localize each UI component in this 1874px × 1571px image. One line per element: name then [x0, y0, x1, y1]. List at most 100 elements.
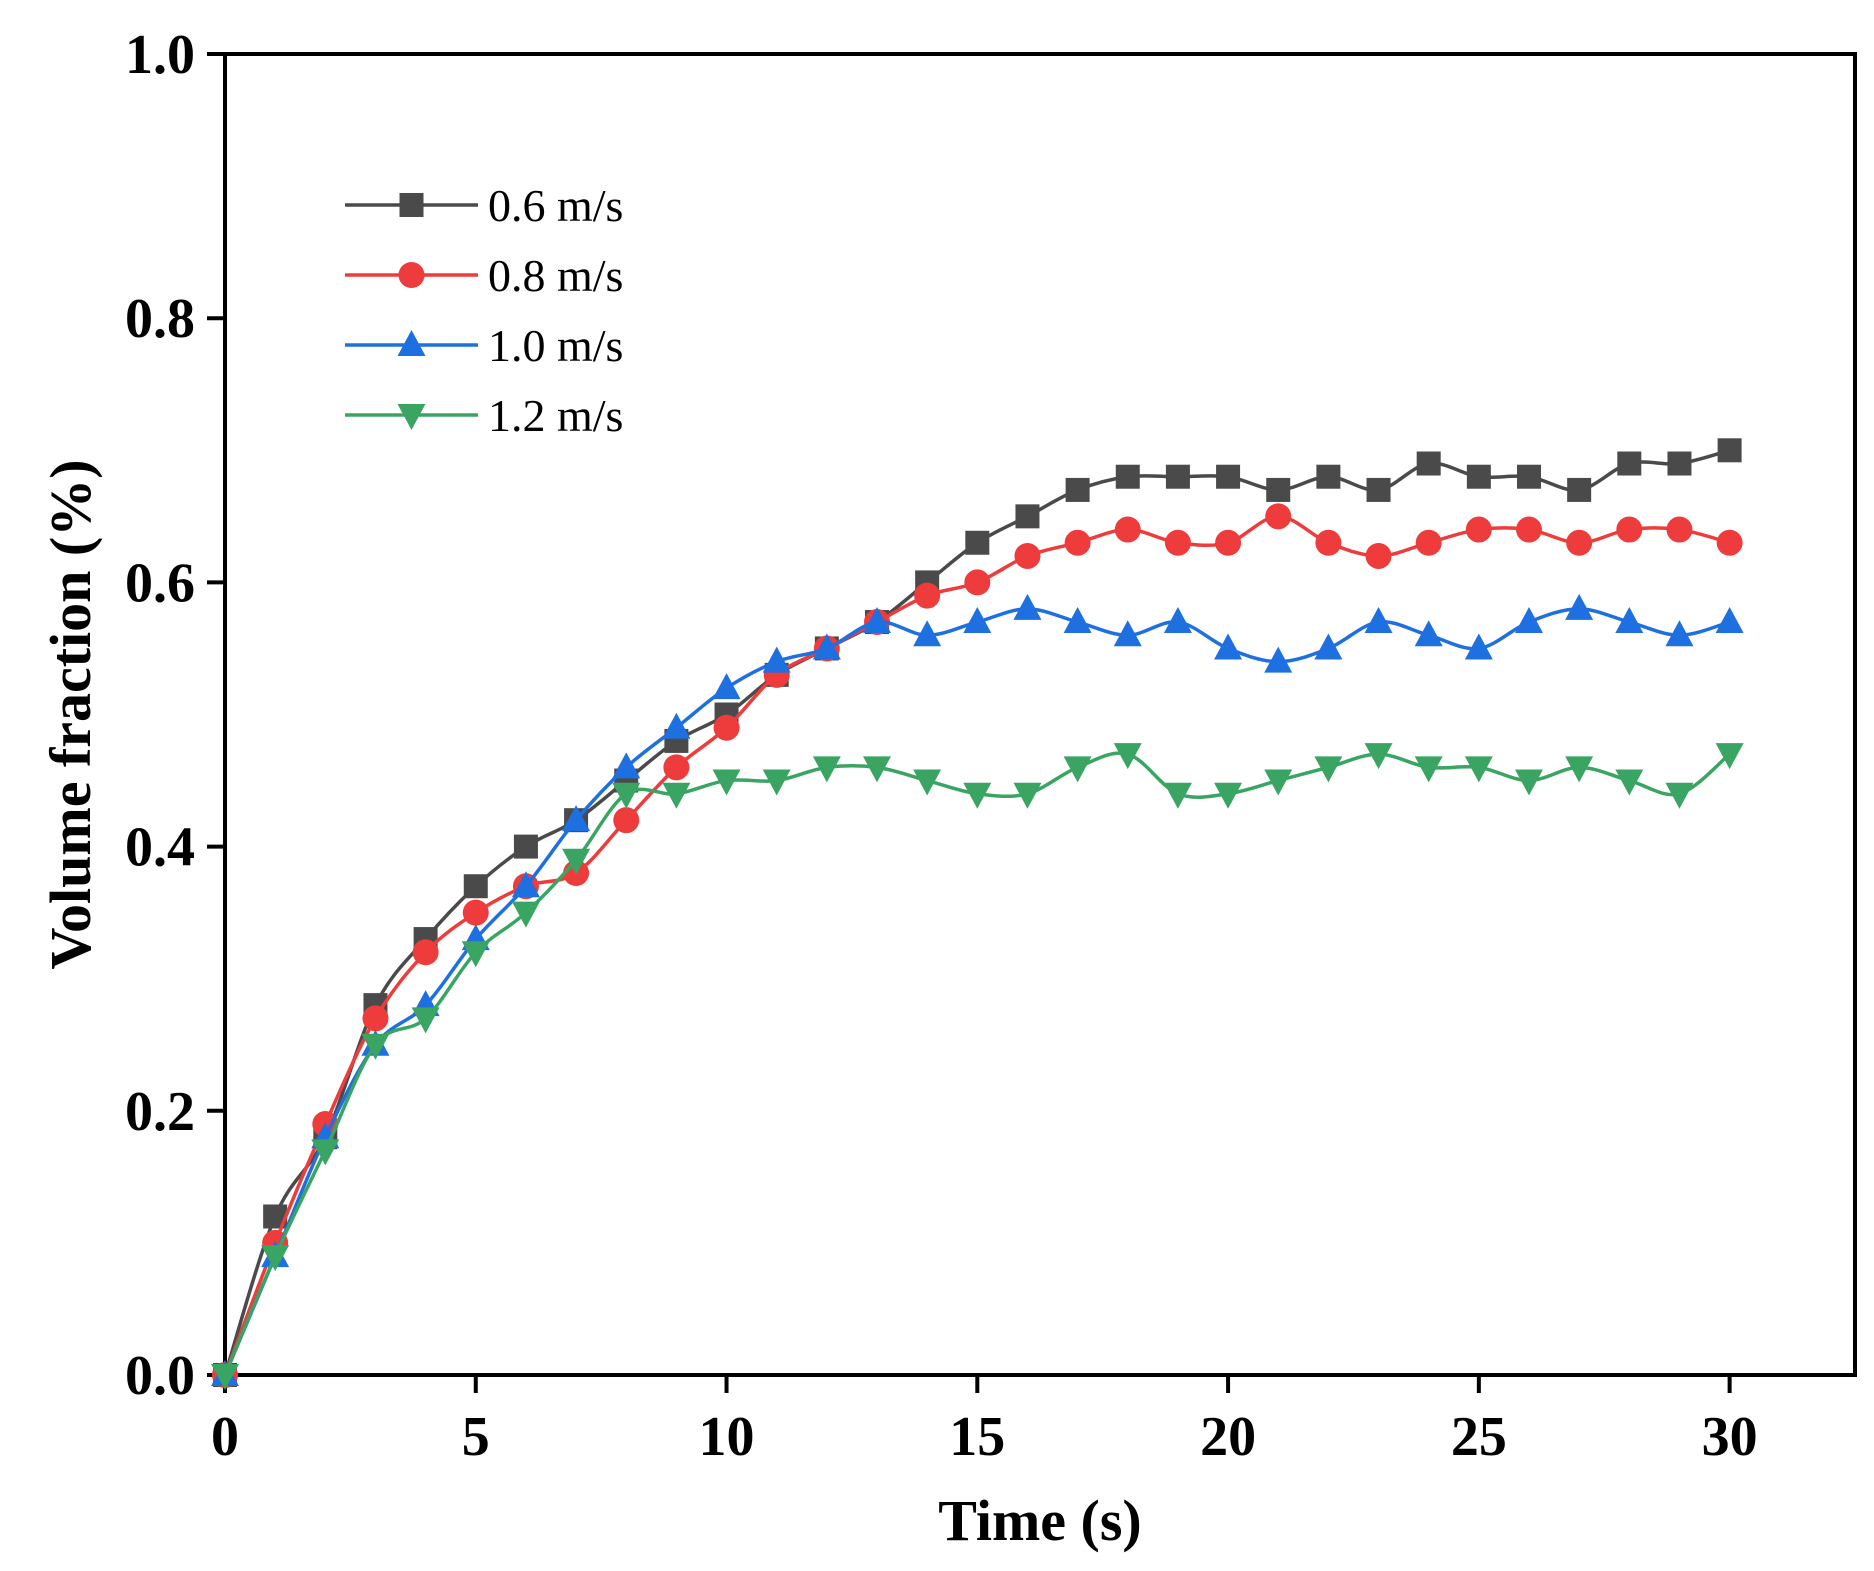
data-point	[1165, 464, 1190, 489]
series-0-8-m-s-group	[212, 503, 1743, 1388]
data-point	[1015, 504, 1040, 529]
data-point	[461, 941, 490, 968]
data-point	[1464, 756, 1493, 783]
data-point	[1163, 607, 1192, 634]
data-point	[1464, 633, 1493, 660]
data-point	[1615, 769, 1644, 796]
data-point	[1415, 529, 1442, 556]
axes: 0 5 10 15 20 25 30 0.0 0.2 0.4 0.6 0.8 1.0	[125, 24, 1857, 1468]
data-point	[1214, 633, 1243, 660]
data-point	[1314, 756, 1343, 783]
legend-label: 1.2 m/s	[488, 390, 623, 441]
legend-entry: 1.0 m/s	[345, 320, 623, 371]
series-line	[223, 514, 1731, 1376]
data-point	[1515, 607, 1543, 634]
data-point	[612, 782, 641, 809]
legend-marker	[397, 330, 426, 356]
data-point	[1617, 451, 1642, 476]
data-point	[1065, 477, 1090, 502]
data-point	[914, 582, 941, 609]
data-point	[1616, 516, 1643, 543]
data-point	[812, 756, 841, 783]
data-point	[513, 834, 538, 859]
data-point	[1364, 607, 1393, 634]
data-point	[1666, 516, 1693, 543]
plot-series	[211, 438, 1744, 1390]
data-point	[1416, 451, 1441, 476]
legend: 0.6 m/s 0.8 m/s 1.0 m/s 1.2 m/s	[345, 180, 623, 441]
data-point	[511, 901, 540, 928]
data-point	[1266, 477, 1291, 502]
legend-marker	[397, 404, 426, 430]
data-point	[762, 769, 791, 796]
data-point	[863, 756, 891, 783]
data-point	[1013, 782, 1042, 809]
data-point	[1113, 620, 1142, 647]
data-point	[1515, 769, 1543, 796]
data-point	[662, 712, 691, 739]
y-tick-label: 0.6	[125, 552, 195, 614]
legend-label: 1.0 m/s	[488, 320, 623, 371]
data-point	[463, 874, 488, 899]
data-point	[1063, 756, 1092, 783]
data-point	[1215, 529, 1242, 556]
data-point	[662, 782, 691, 809]
series-1-0-m-s-group	[211, 593, 1744, 1386]
data-point	[1164, 529, 1191, 556]
data-point	[964, 569, 991, 596]
data-point	[1465, 516, 1492, 543]
x-tick-label: 5	[462, 1406, 490, 1468]
data-point	[462, 899, 489, 926]
data-point	[412, 939, 439, 966]
data-point	[1315, 529, 1342, 556]
legend-marker	[398, 262, 425, 288]
data-point	[1715, 743, 1744, 770]
data-point	[1414, 756, 1443, 783]
data-point	[1214, 782, 1243, 809]
data-point	[1466, 464, 1491, 489]
y-tick-label: 0.4	[125, 817, 195, 879]
data-point	[1716, 529, 1743, 556]
data-point	[1216, 464, 1241, 489]
plot-frame	[223, 52, 1857, 1377]
x-tick-label: 20	[1200, 1406, 1256, 1468]
data-point	[411, 1007, 440, 1034]
data-point	[1567, 477, 1592, 502]
data-point	[713, 714, 740, 741]
legend-entry: 0.6 m/s	[345, 180, 623, 231]
legend-label: 0.6 m/s	[488, 180, 623, 231]
legend-label: 0.8 m/s	[488, 250, 623, 301]
data-point	[361, 1033, 390, 1060]
data-point	[1414, 620, 1443, 647]
data-point	[863, 607, 891, 634]
data-point	[211, 1364, 239, 1390]
legend-marker	[399, 193, 424, 217]
data-point	[1717, 438, 1742, 463]
data-point	[311, 1139, 340, 1166]
data-point	[913, 769, 942, 796]
data-point	[1013, 593, 1042, 620]
data-point	[562, 848, 591, 875]
data-point	[1113, 743, 1142, 770]
data-point	[511, 871, 540, 898]
data-point	[362, 1005, 389, 1032]
data-point	[612, 752, 641, 779]
data-point	[261, 1245, 290, 1272]
data-point	[1366, 477, 1391, 502]
data-point	[963, 607, 992, 634]
data-point	[1516, 516, 1542, 543]
legend-entry: 0.8 m/s	[345, 250, 623, 301]
x-tick-label: 30	[1702, 1406, 1758, 1468]
x-tick-label: 15	[949, 1406, 1005, 1468]
data-point	[1565, 593, 1594, 620]
data-point	[1064, 529, 1091, 556]
data-point	[1665, 620, 1694, 647]
data-point	[712, 769, 741, 796]
x-tick-label: 10	[699, 1406, 755, 1468]
data-point	[1517, 464, 1541, 489]
data-point	[1565, 756, 1594, 783]
data-point	[1264, 646, 1293, 673]
data-point	[1265, 503, 1292, 530]
data-point	[1114, 516, 1141, 543]
